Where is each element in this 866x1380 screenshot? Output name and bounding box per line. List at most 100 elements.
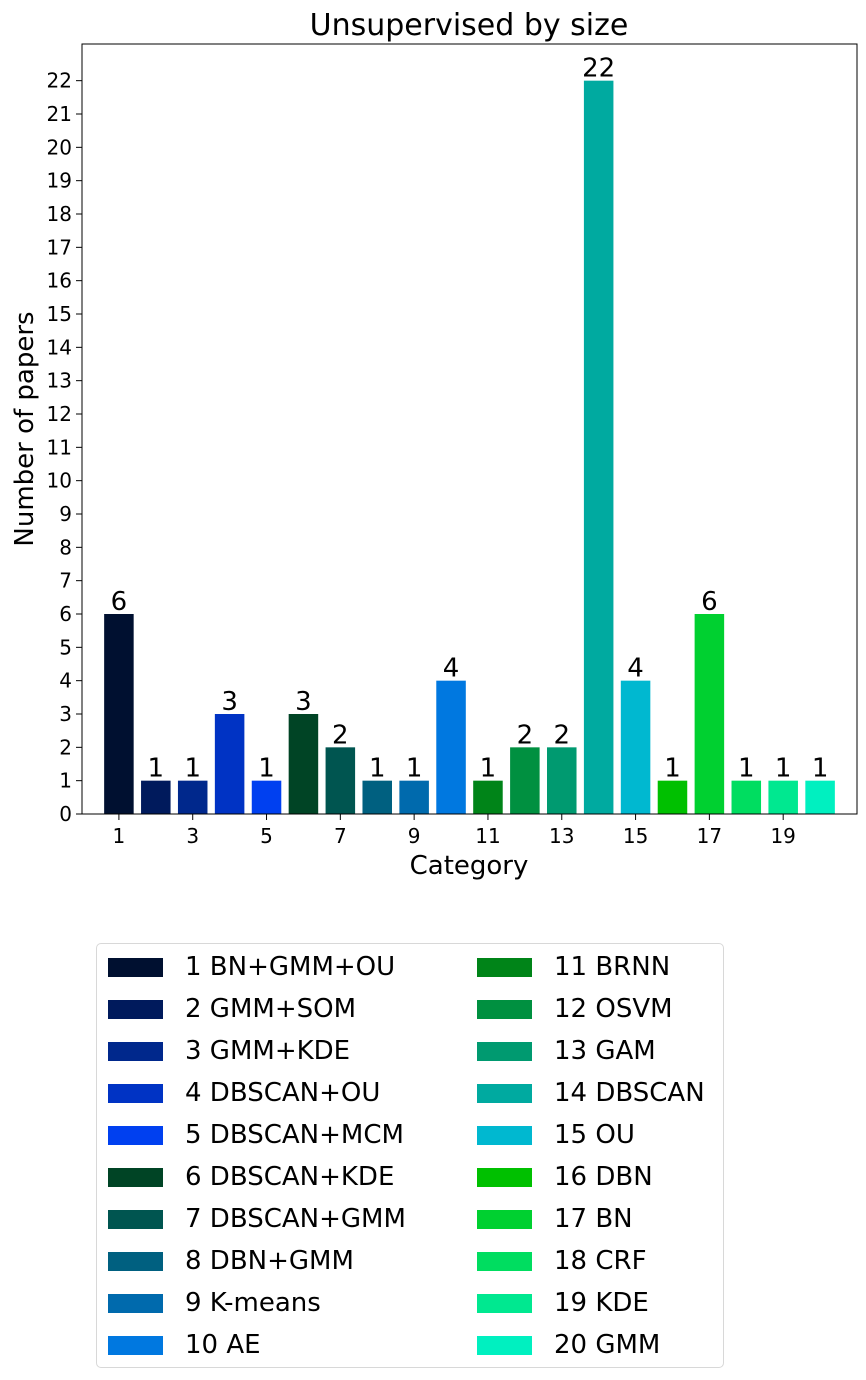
legend-label: 14 DBSCAN [554, 1078, 705, 1108]
bar-10 [436, 680, 466, 814]
y-tick-label: 1 [59, 769, 72, 793]
legend-swatch [108, 1335, 163, 1355]
legend-item: 8 DBN+GMM [108, 1246, 354, 1276]
bar-value-label: 2 [553, 720, 570, 750]
legend-label: 10 AE [185, 1330, 261, 1360]
legend-swatch [477, 1293, 532, 1313]
legend-swatch [108, 999, 163, 1019]
legend-label: 9 K-means [185, 1288, 321, 1318]
legend-label: 5 DBSCAN+MCM [185, 1120, 404, 1150]
bar-value-label: 6 [701, 587, 718, 617]
legend-item: 7 DBSCAN+GMM [108, 1204, 406, 1234]
legend-item: 13 GAM [477, 1036, 656, 1066]
y-tick-label: 9 [59, 502, 72, 526]
legend-label: 19 KDE [554, 1288, 649, 1318]
legend-item: 20 GMM [477, 1330, 660, 1360]
y-axis-label: Number of papers [10, 311, 40, 546]
y-tick-label: 0 [59, 802, 72, 826]
legend-label: 1 BN+GMM+OU [185, 952, 396, 982]
y-tick-label: 20 [47, 135, 72, 159]
legend-swatch [108, 1041, 163, 1061]
legend-item: 6 DBSCAN+KDE [108, 1162, 394, 1192]
bar-value-label: 2 [332, 720, 349, 750]
bar-value-label: 1 [664, 754, 681, 784]
legend-swatch [477, 1041, 532, 1061]
bar-15 [620, 680, 651, 814]
bar-value-label: 3 [221, 687, 238, 717]
bar-5 [251, 780, 282, 814]
bar-6 [288, 714, 319, 814]
y-tick-label: 7 [59, 569, 72, 593]
legend-item: 12 OSVM [477, 994, 673, 1024]
bar-value-label: 1 [812, 754, 829, 784]
legend-label: 18 CRF [554, 1246, 647, 1276]
legend-label: 17 BN [554, 1204, 633, 1234]
y-tick-label: 3 [59, 702, 72, 726]
bar-value-label: 1 [775, 754, 792, 784]
y-tick-label: 19 [47, 169, 72, 193]
bar-value-label: 1 [148, 754, 165, 784]
y-tick-label: 5 [59, 635, 72, 659]
bar-value-label: 1 [369, 754, 386, 784]
y-tick-label: 11 [47, 435, 72, 459]
legend-label: 3 GMM+KDE [185, 1036, 351, 1066]
x-tick-label: 11 [475, 824, 500, 848]
bar-value-label: 3 [295, 687, 312, 717]
bar-value-label: 22 [582, 54, 615, 84]
x-tick-label: 1 [113, 824, 126, 848]
y-tick-label: 12 [47, 402, 72, 426]
x-tick-label: 7 [334, 824, 347, 848]
legend-item: 9 K-means [108, 1288, 321, 1318]
legend-swatch [477, 1167, 532, 1187]
legend-swatch [108, 1083, 163, 1103]
legend-label: 20 GMM [554, 1330, 661, 1360]
x-tick-label: 15 [623, 824, 648, 848]
legend-label: 2 GMM+SOM [185, 994, 357, 1024]
legend-swatch [108, 1209, 163, 1229]
x-tick-label: 5 [260, 824, 273, 848]
legend-swatch [477, 1083, 532, 1103]
legend-item: 2 GMM+SOM [108, 994, 356, 1024]
bar-2 [141, 780, 171, 814]
bar-17 [694, 614, 725, 814]
y-tick-label: 13 [47, 369, 72, 393]
bar-value-label: 1 [258, 754, 275, 784]
bar-19 [768, 780, 798, 814]
legend-swatch [477, 1251, 532, 1271]
legend-swatch [108, 957, 163, 977]
bar-1 [104, 614, 134, 814]
bar-value-label: 1 [480, 754, 497, 784]
legend-item: 4 DBSCAN+OU [108, 1078, 380, 1108]
y-tick-label: 6 [59, 602, 72, 626]
chart-title: Unsupervised by size [310, 8, 629, 43]
legend-label: 12 OSVM [554, 994, 673, 1024]
legend-item: 3 GMM+KDE [108, 1036, 350, 1066]
bar-value-label: 4 [627, 654, 644, 684]
y-tick-label: 16 [47, 269, 72, 293]
legend-item: 1 BN+GMM+OU [108, 952, 395, 982]
bar-12 [510, 747, 540, 814]
y-tick-label: 4 [59, 669, 72, 693]
legend-label: 13 GAM [554, 1036, 656, 1066]
y-tick-label: 8 [59, 535, 72, 559]
bar-20 [805, 780, 835, 814]
x-axis-label: Category [410, 851, 529, 881]
legend-item: 19 KDE [477, 1288, 649, 1318]
x-tick-label: 13 [549, 824, 574, 848]
bar-value-label: 1 [184, 754, 201, 784]
legend-item: 5 DBSCAN+MCM [108, 1120, 404, 1150]
legend-label: 4 DBSCAN+OU [185, 1078, 381, 1108]
x-tick-label: 3 [186, 824, 199, 848]
bar-8 [362, 780, 392, 814]
plot-frame [81, 43, 858, 815]
bar-3 [177, 780, 208, 814]
legend-label: 15 OU [554, 1120, 635, 1150]
legend-swatch [477, 999, 532, 1019]
bar-18 [731, 780, 762, 814]
legend-item: 16 DBN [477, 1162, 653, 1192]
legend-label: 11 BRNN [554, 952, 671, 982]
y-tick-label: 2 [59, 735, 72, 759]
legend-item: 17 BN [477, 1204, 633, 1234]
